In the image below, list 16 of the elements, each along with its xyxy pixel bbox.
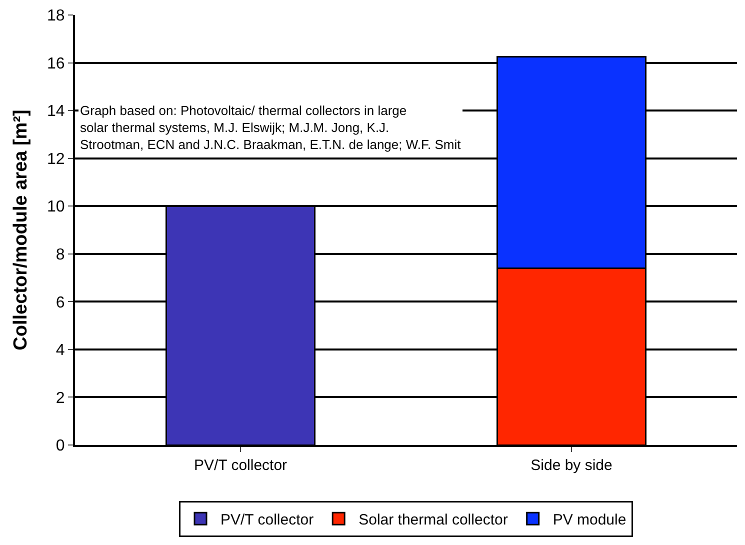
annotation: Graph based on: Photovoltaic/ thermal collectors in large solar thermal systems, M.J. Elswijk; M.J.M. Jong, K.J. Strootman, ECN and J.N.C. Braakman, E.T.N. de lange; W.F. Smit [80, 103, 462, 152]
y-tick-label: 0 [56, 438, 65, 455]
y-axis-title: Collector/module area [m²] [10, 110, 32, 350]
y-tick-label: 6 [56, 294, 65, 312]
x-tick-label: Side by side [530, 457, 612, 474]
legend-label: PV module [552, 512, 626, 528]
y-tick-label: 2 [56, 390, 65, 407]
y-tick-label: 12 [47, 150, 65, 168]
y-tick-label: 18 [47, 8, 65, 25]
y-tick-label: 14 [47, 103, 65, 120]
legend-label: Solar thermal collector [358, 512, 508, 528]
y-tick-label: 8 [56, 246, 65, 264]
legend-label: PV/T collector [220, 512, 314, 528]
y-tick-label: 10 [47, 198, 65, 216]
y-tick-label: 4 [56, 342, 65, 360]
y-tick-label: 16 [47, 55, 65, 72]
